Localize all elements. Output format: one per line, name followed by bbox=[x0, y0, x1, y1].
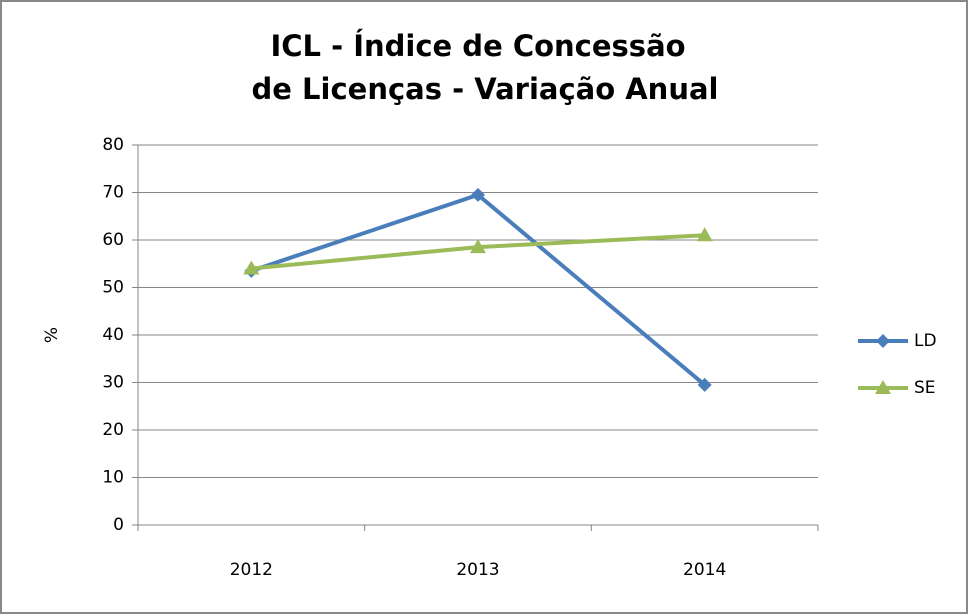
y-tick-label: 80 bbox=[102, 135, 124, 155]
x-tick-label: 2013 bbox=[456, 560, 499, 580]
y-tick-label: 0 bbox=[113, 515, 124, 535]
y-tick-label: 70 bbox=[102, 183, 124, 203]
marker bbox=[697, 377, 712, 392]
y-tick-label: 30 bbox=[102, 373, 124, 393]
legend-label: LD bbox=[914, 331, 937, 351]
marker bbox=[696, 227, 713, 242]
x-tick-label: 2014 bbox=[683, 560, 726, 580]
y-tick-label: 60 bbox=[102, 230, 124, 250]
chart-title: de Licenças - Variação Anual bbox=[252, 72, 719, 106]
chart-title: ICL - Índice de Concessão bbox=[270, 29, 685, 63]
legend-label: SE bbox=[914, 378, 936, 398]
marker bbox=[876, 334, 890, 348]
marker bbox=[471, 187, 485, 202]
y-axis-label: % bbox=[42, 327, 62, 343]
y-tick-label: 10 bbox=[102, 468, 124, 488]
y-tick-label: 40 bbox=[102, 325, 124, 345]
y-tick-label: 20 bbox=[102, 420, 124, 440]
y-tick-label: 50 bbox=[102, 278, 124, 298]
marker bbox=[875, 380, 891, 394]
marker bbox=[470, 239, 486, 254]
x-tick-label: 2012 bbox=[230, 560, 273, 580]
marker bbox=[243, 260, 260, 275]
